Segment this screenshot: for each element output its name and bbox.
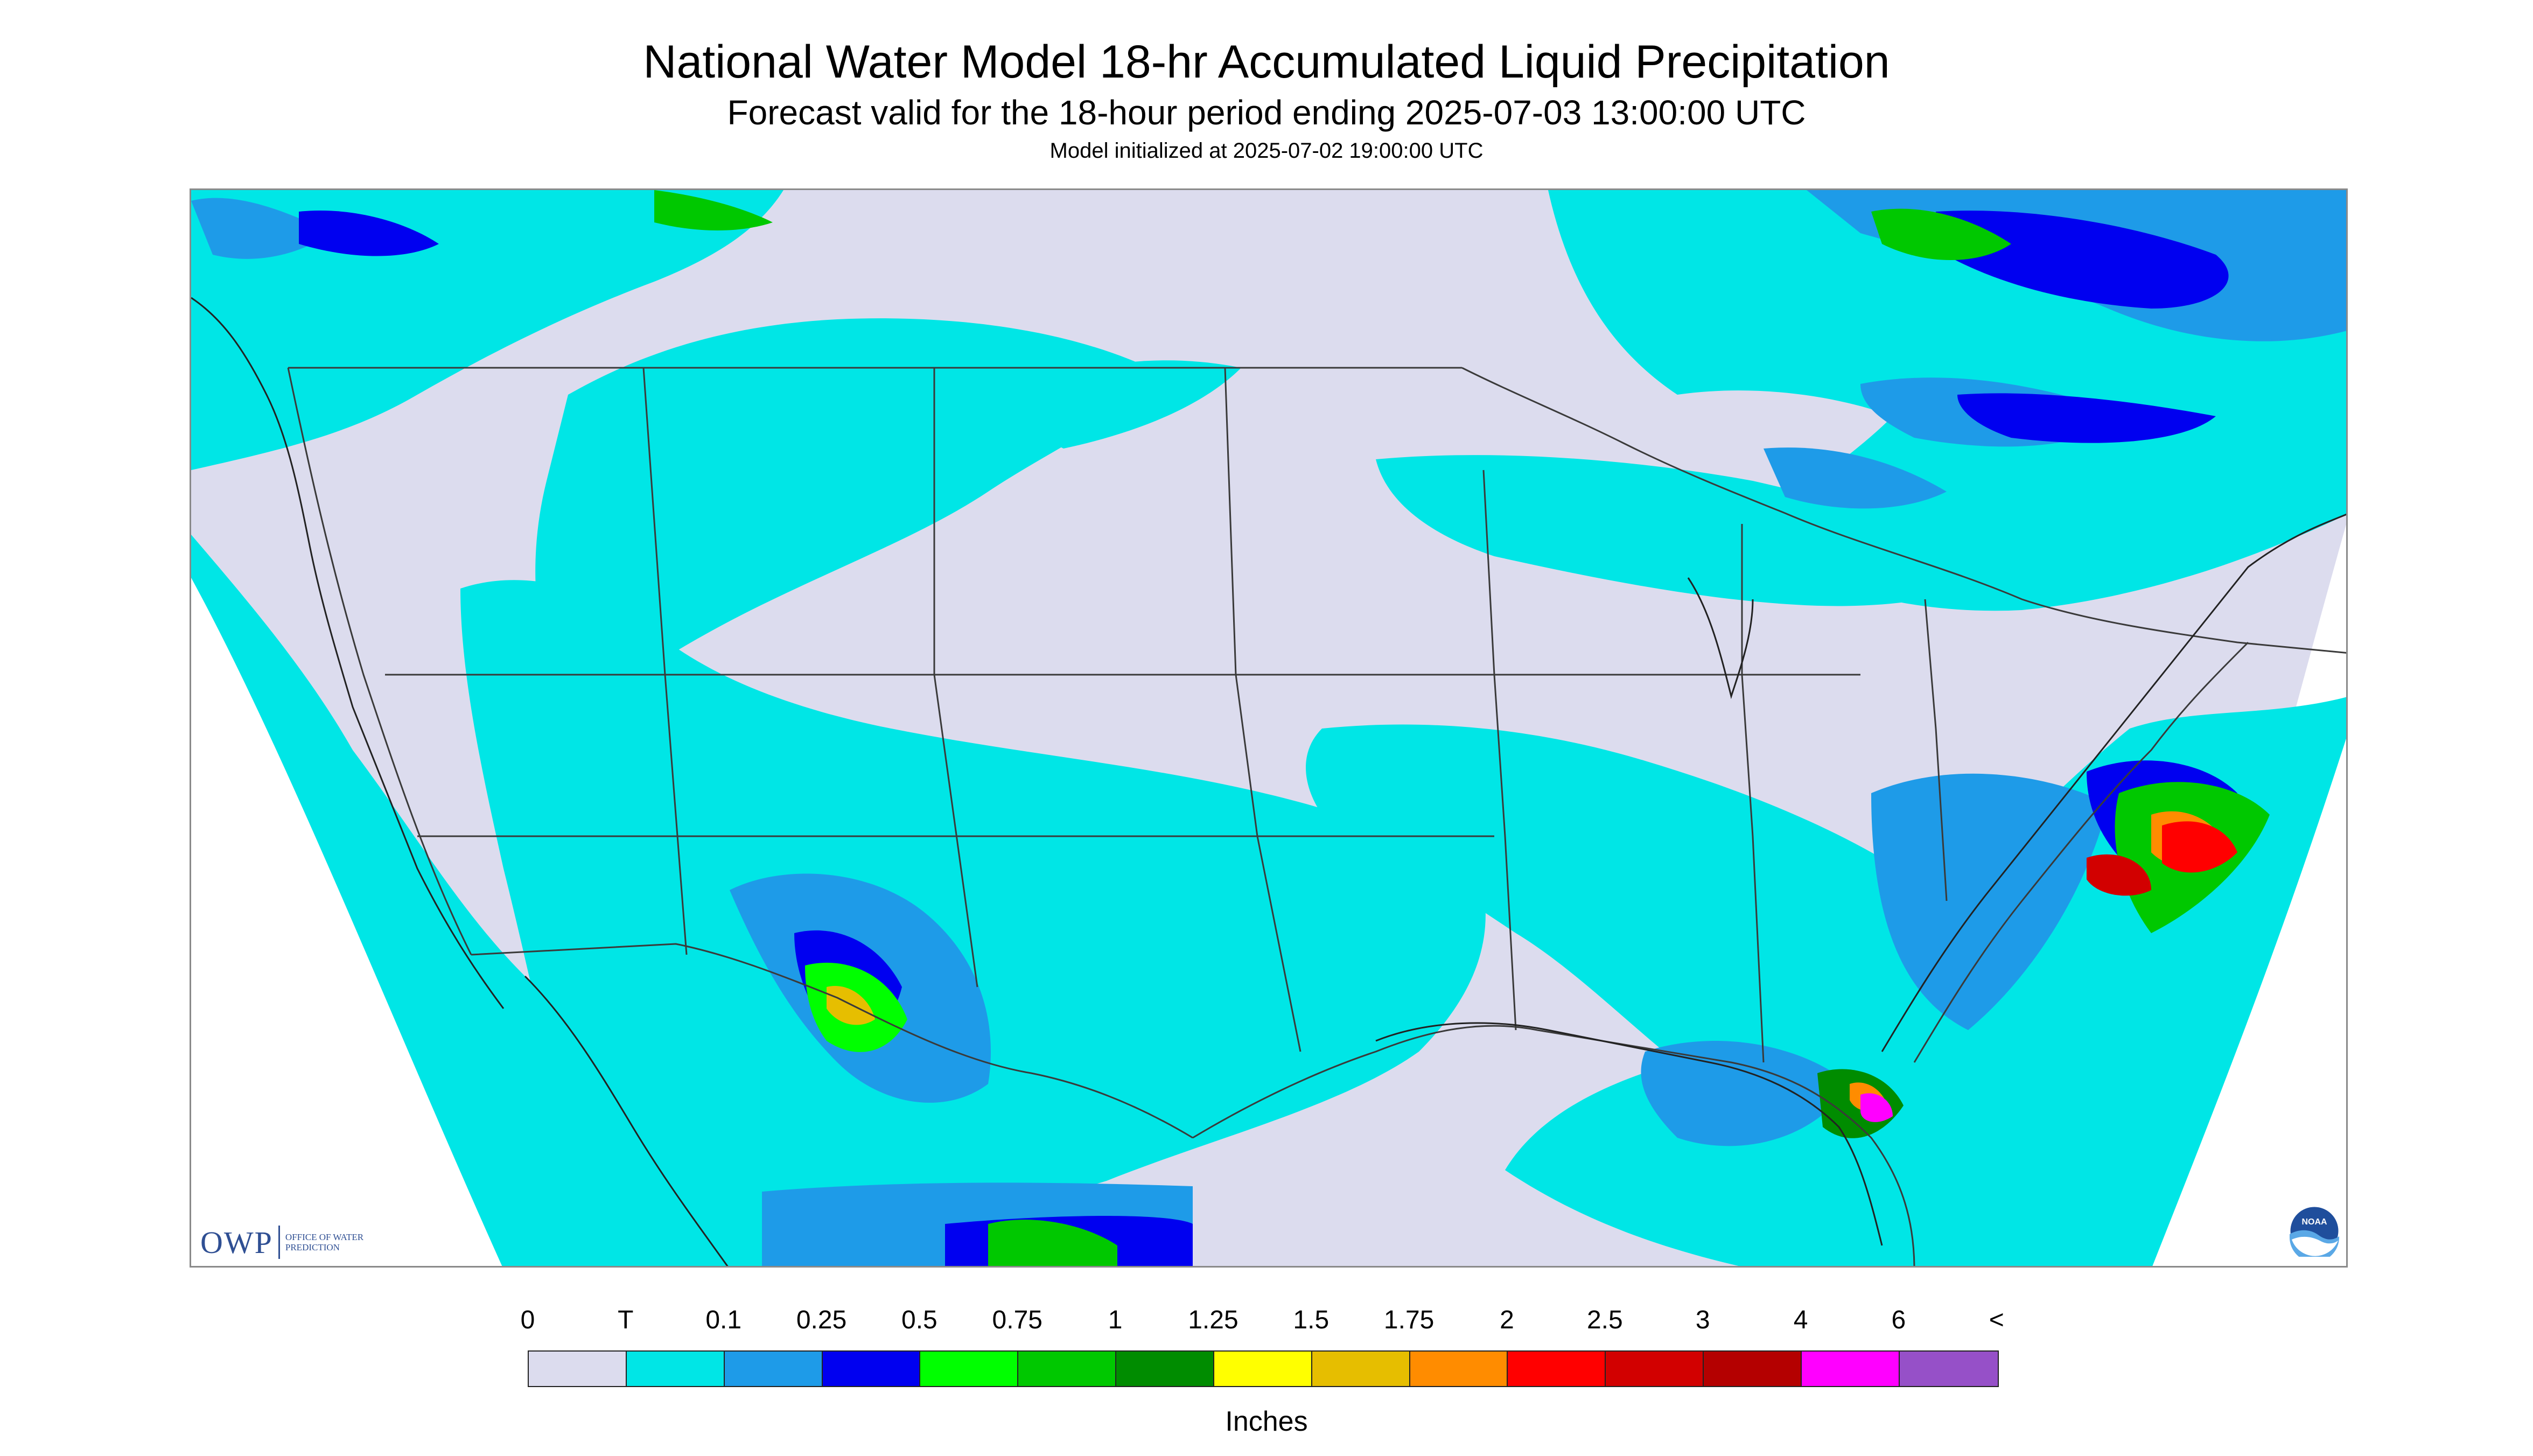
legend-tick-label: 1.5 (1293, 1306, 1330, 1334)
legend-swatch (920, 1352, 1019, 1386)
map-title: National Water Model 18-hr Accumulated L… (643, 36, 1890, 88)
map-svg (191, 190, 2346, 1266)
legend-tick-label: 0 (520, 1306, 535, 1334)
legend-tick-label: T (618, 1306, 634, 1334)
legend-swatch (724, 1352, 823, 1386)
legend-tick-label: 0.25 (796, 1306, 847, 1334)
legend-swatch (1214, 1352, 1312, 1386)
legend-tick-label: 1.25 (1188, 1306, 1238, 1334)
legend-swatch (1508, 1352, 1606, 1386)
legend-tick-label: 4 (1793, 1306, 1808, 1334)
legend-swatch (1018, 1352, 1117, 1386)
legend-tick-label: 2.5 (1586, 1306, 1623, 1334)
legend-tick-label: 3 (1695, 1306, 1710, 1334)
legend-swatch (822, 1352, 921, 1386)
legend-swatch (1116, 1352, 1214, 1386)
forecast-valid-subtitle: Forecast valid for the 18-hour period en… (727, 93, 1806, 132)
legend-units-label: Inches (1225, 1406, 1308, 1437)
legend-color-bar (528, 1350, 1999, 1387)
owp-logo-divider (278, 1226, 280, 1259)
legend-swatch (1704, 1352, 1802, 1386)
legend-tick-label: 0.1 (705, 1306, 742, 1334)
legend-tick-label: 2 (1500, 1306, 1514, 1334)
precipitation-map[interactable] (190, 188, 2348, 1268)
svg-text:NOAA: NOAA (2301, 1217, 2327, 1227)
legend-tick-label: 1 (1108, 1306, 1123, 1334)
owp-logo: OWP OFFICE OF WATER PREDICTION (200, 1223, 366, 1261)
owp-logo-name: OFFICE OF WATER PREDICTION (285, 1232, 364, 1252)
legend-swatch (529, 1352, 627, 1386)
heavy-precip-areas (1860, 821, 2237, 1122)
trace-precip-areas (191, 190, 2346, 1266)
legend-swatch (1899, 1352, 1998, 1386)
legend-tick-label: 0.5 (901, 1306, 937, 1334)
legend-swatch (1312, 1352, 1410, 1386)
legend-swatch (1606, 1352, 1704, 1386)
legend-swatch (1801, 1352, 1900, 1386)
legend-swatch (626, 1352, 725, 1386)
legend-tick-label: < (1989, 1306, 2004, 1334)
owp-logo-letters: OWP (200, 1224, 273, 1260)
legend-swatch (1410, 1352, 1508, 1386)
legend-tick-label: 1.75 (1383, 1306, 1435, 1334)
legend-tick-label: 0.75 (992, 1306, 1042, 1334)
model-init-line: Model initialized at 2025-07-02 19:00:00… (1049, 139, 1484, 163)
legend-tick-label: 6 (1891, 1306, 1906, 1334)
noaa-logo: NOAA (2289, 1205, 2340, 1262)
coastlines (191, 297, 2346, 1266)
political-boundaries (287, 367, 2346, 1266)
